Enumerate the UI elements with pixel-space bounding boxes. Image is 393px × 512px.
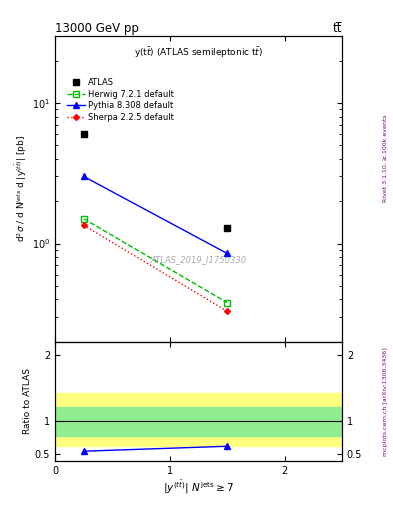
- Text: mcplots.cern.ch [arXiv:1306.3436]: mcplots.cern.ch [arXiv:1306.3436]: [383, 347, 388, 456]
- X-axis label: $|y^{(t\bar{t})}|\ N^{\rm jets}\geq 7$: $|y^{(t\bar{t})}|\ N^{\rm jets}\geq 7$: [163, 478, 234, 496]
- Bar: [55, 393, 342, 446]
- Legend: ATLAS, Herwig 7.2.1 default, Pythia 8.308 default, Sherpa 2.2.5 default: ATLAS, Herwig 7.2.1 default, Pythia 8.30…: [65, 77, 176, 123]
- Y-axis label: Ratio to ATLAS: Ratio to ATLAS: [23, 368, 32, 434]
- Y-axis label: d$^2\sigma$ / d N$^{jets}$ d |y$^{(t\bar{t})}$| [pb]: d$^2\sigma$ / d N$^{jets}$ d |y$^{(t\bar…: [13, 135, 29, 242]
- Text: ATLAS_2019_I1750330: ATLAS_2019_I1750330: [151, 254, 246, 264]
- Text: tt̅: tt̅: [332, 22, 342, 35]
- Text: 13000 GeV pp: 13000 GeV pp: [55, 22, 139, 35]
- Text: y(t$\bar{t}$) (ATLAS semileptonic t$\bar{t}$): y(t$\bar{t}$) (ATLAS semileptonic t$\bar…: [134, 45, 263, 60]
- Bar: [55, 407, 342, 436]
- Text: Rivet 3.1.10, ≥ 100k events: Rivet 3.1.10, ≥ 100k events: [383, 114, 388, 202]
